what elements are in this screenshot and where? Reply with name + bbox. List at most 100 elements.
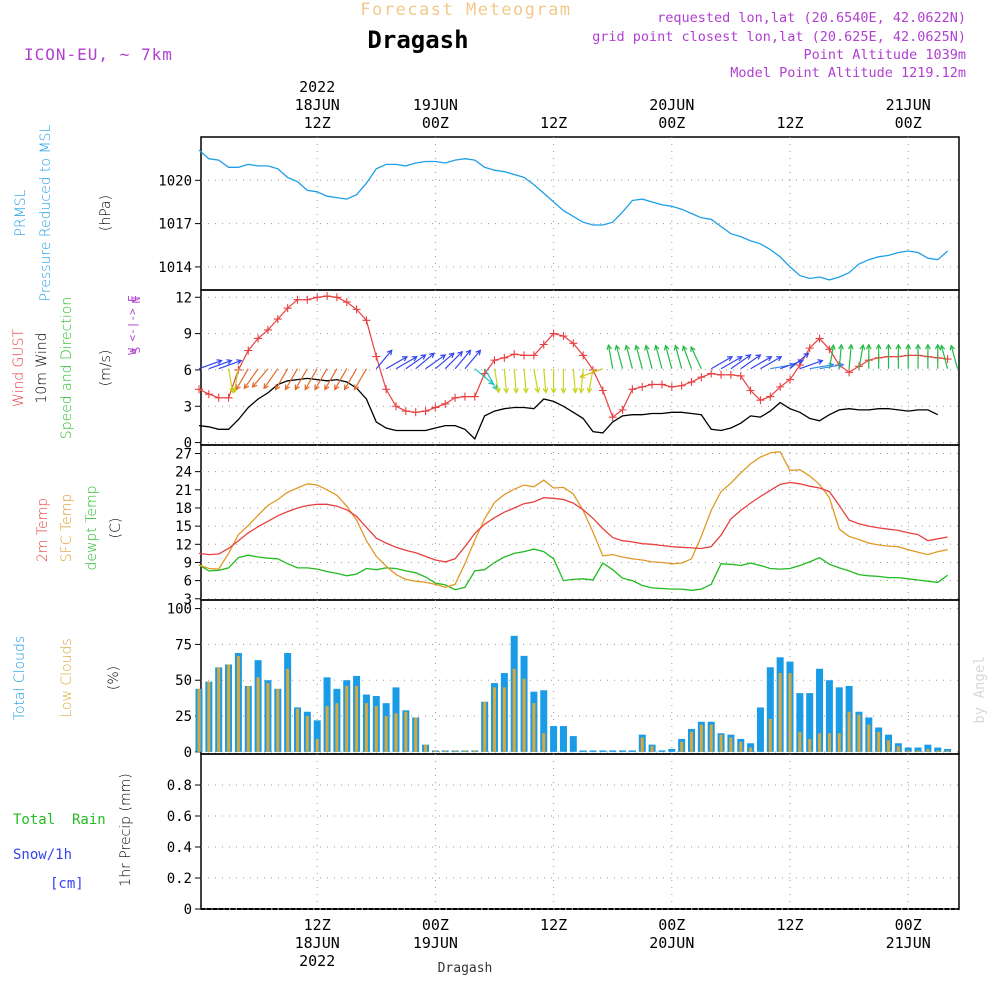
gust-marker: [648, 380, 657, 389]
wind-direction-arrow: [578, 368, 585, 394]
low-cloud-bar: [325, 706, 329, 752]
gust-marker: [717, 370, 726, 379]
low-cloud-bar: [315, 738, 319, 752]
wind-arrow-shaft: [415, 352, 435, 370]
low-cloud-bar: [867, 724, 871, 752]
total-cloud-bar: [934, 747, 942, 752]
gust-marker: [263, 325, 272, 334]
wind-direction-arrow: [263, 368, 279, 390]
low-cloud-bar: [512, 668, 516, 752]
grid-point-coords: grid point closest lon,lat (20.625E, 42.…: [592, 29, 966, 45]
low-cloud-bar: [936, 750, 940, 752]
wind-direction-arrow: [579, 368, 604, 379]
wind-arrow-head: [542, 387, 549, 394]
wind-arrow-head: [789, 362, 796, 369]
wind-arrow-head: [465, 349, 472, 356]
gust-marker: [618, 405, 627, 414]
time-tick-label: 00Z: [422, 114, 449, 132]
wind-arrow-shaft: [375, 349, 393, 370]
wind-arrow-shaft: [848, 344, 852, 369]
wind-arrow-head: [766, 356, 773, 362]
time-tick-label: 12Z: [776, 916, 803, 934]
gust-marker: [195, 385, 203, 394]
gust-marker: [736, 371, 745, 380]
gust-marker: [569, 339, 578, 348]
wind-arrow-shaft: [580, 368, 584, 393]
wind-arrow-shaft: [503, 368, 508, 393]
total-cloud-bar: [619, 750, 627, 752]
wind-arrow-head: [797, 359, 804, 365]
gust-marker: [313, 293, 322, 302]
compass-west-east: W <-|-> E: [126, 295, 139, 355]
low-cloud-bar: [729, 737, 733, 752]
wind-direction-arrow: [663, 344, 673, 369]
wind-direction-arrow: [513, 368, 519, 394]
total-cloud-bar: [816, 668, 824, 752]
wind-direction-arrow: [939, 344, 949, 369]
gust-marker: [293, 295, 302, 304]
wind-arrow-head: [216, 359, 223, 365]
gust-marker: [254, 334, 263, 343]
wind-arrow-head: [420, 354, 427, 360]
total-cloud-bar: [914, 747, 922, 752]
wind-direction-arrow: [572, 368, 578, 394]
total-cloud-bar: [579, 750, 587, 752]
low-cloud-bar: [778, 673, 782, 752]
wind-arrow-head: [606, 343, 613, 351]
watermark: by Angel: [972, 656, 988, 723]
low-cloud-bar: [443, 750, 447, 752]
time-tick-label: 00Z: [422, 916, 449, 934]
total-cloud-bar: [313, 720, 321, 752]
wind-direction-arrow: [304, 368, 318, 391]
top-title: Forecast Meteogram: [360, 0, 571, 20]
time-tick-label: 12Z: [540, 916, 567, 934]
wind-unit-label: (m/s): [98, 350, 114, 387]
panel-frame: [200, 753, 960, 910]
wind-direction-arrow: [624, 344, 633, 369]
wind-direction-arrow: [760, 356, 783, 370]
wind-arrow-head: [690, 345, 696, 352]
prmsl-unit-label: (hPa): [98, 195, 114, 231]
compass-south: S: [130, 347, 143, 354]
gust-marker: [392, 402, 400, 411]
wind-arrow-head: [534, 387, 541, 394]
wind-arrow-shaft: [750, 356, 772, 370]
total-rain-label: Total Rain: [13, 812, 106, 828]
wind-arrow-shaft: [385, 356, 408, 370]
wind-arrow-shaft: [615, 345, 624, 369]
wind-arrow-head: [624, 344, 631, 351]
wind-arrow-shaft: [690, 346, 702, 369]
temp2m-label: 2m Temp: [35, 498, 51, 562]
wind-arrow-shaft: [580, 368, 604, 378]
gust-marker: [372, 352, 381, 361]
low-cloud-bar: [719, 734, 723, 752]
wind-arrow-shaft: [523, 368, 527, 393]
gust-marker: [559, 332, 568, 341]
wind-direction-arrow: [730, 354, 752, 370]
low-cloud-bar: [276, 688, 280, 752]
time-tick-label: 20JUN: [649, 96, 694, 114]
wind-direction-arrow: [550, 368, 557, 394]
wind-direction-arrow: [924, 343, 931, 369]
gust-marker: [283, 304, 292, 313]
gust-marker: [529, 351, 538, 360]
time-tick-label: 19JUN: [413, 96, 458, 114]
y-tick-label: 25: [175, 709, 192, 725]
gust-marker: [687, 378, 696, 387]
low-cloud-bar: [374, 706, 378, 752]
temp2m-line: [198, 481, 948, 563]
wind-arrow-shaft: [198, 359, 222, 370]
wind-direction-arrow: [885, 343, 892, 369]
low-cloud-bar: [364, 703, 368, 752]
wind-arrow-shaft: [324, 368, 338, 390]
wind-arrow-head: [634, 344, 640, 351]
wind-arrow-shaft: [720, 356, 743, 370]
wind-arrow-head: [875, 343, 882, 350]
wind-arrow-head: [586, 387, 593, 394]
wind-arrow-head: [939, 344, 946, 351]
wind-direction-arrow: [865, 343, 872, 369]
y-tick-label: 1014: [158, 260, 192, 276]
total-cloud-bar: [569, 736, 577, 752]
y-tick-label: 24: [175, 465, 192, 481]
location-title: Dragash: [367, 26, 468, 54]
